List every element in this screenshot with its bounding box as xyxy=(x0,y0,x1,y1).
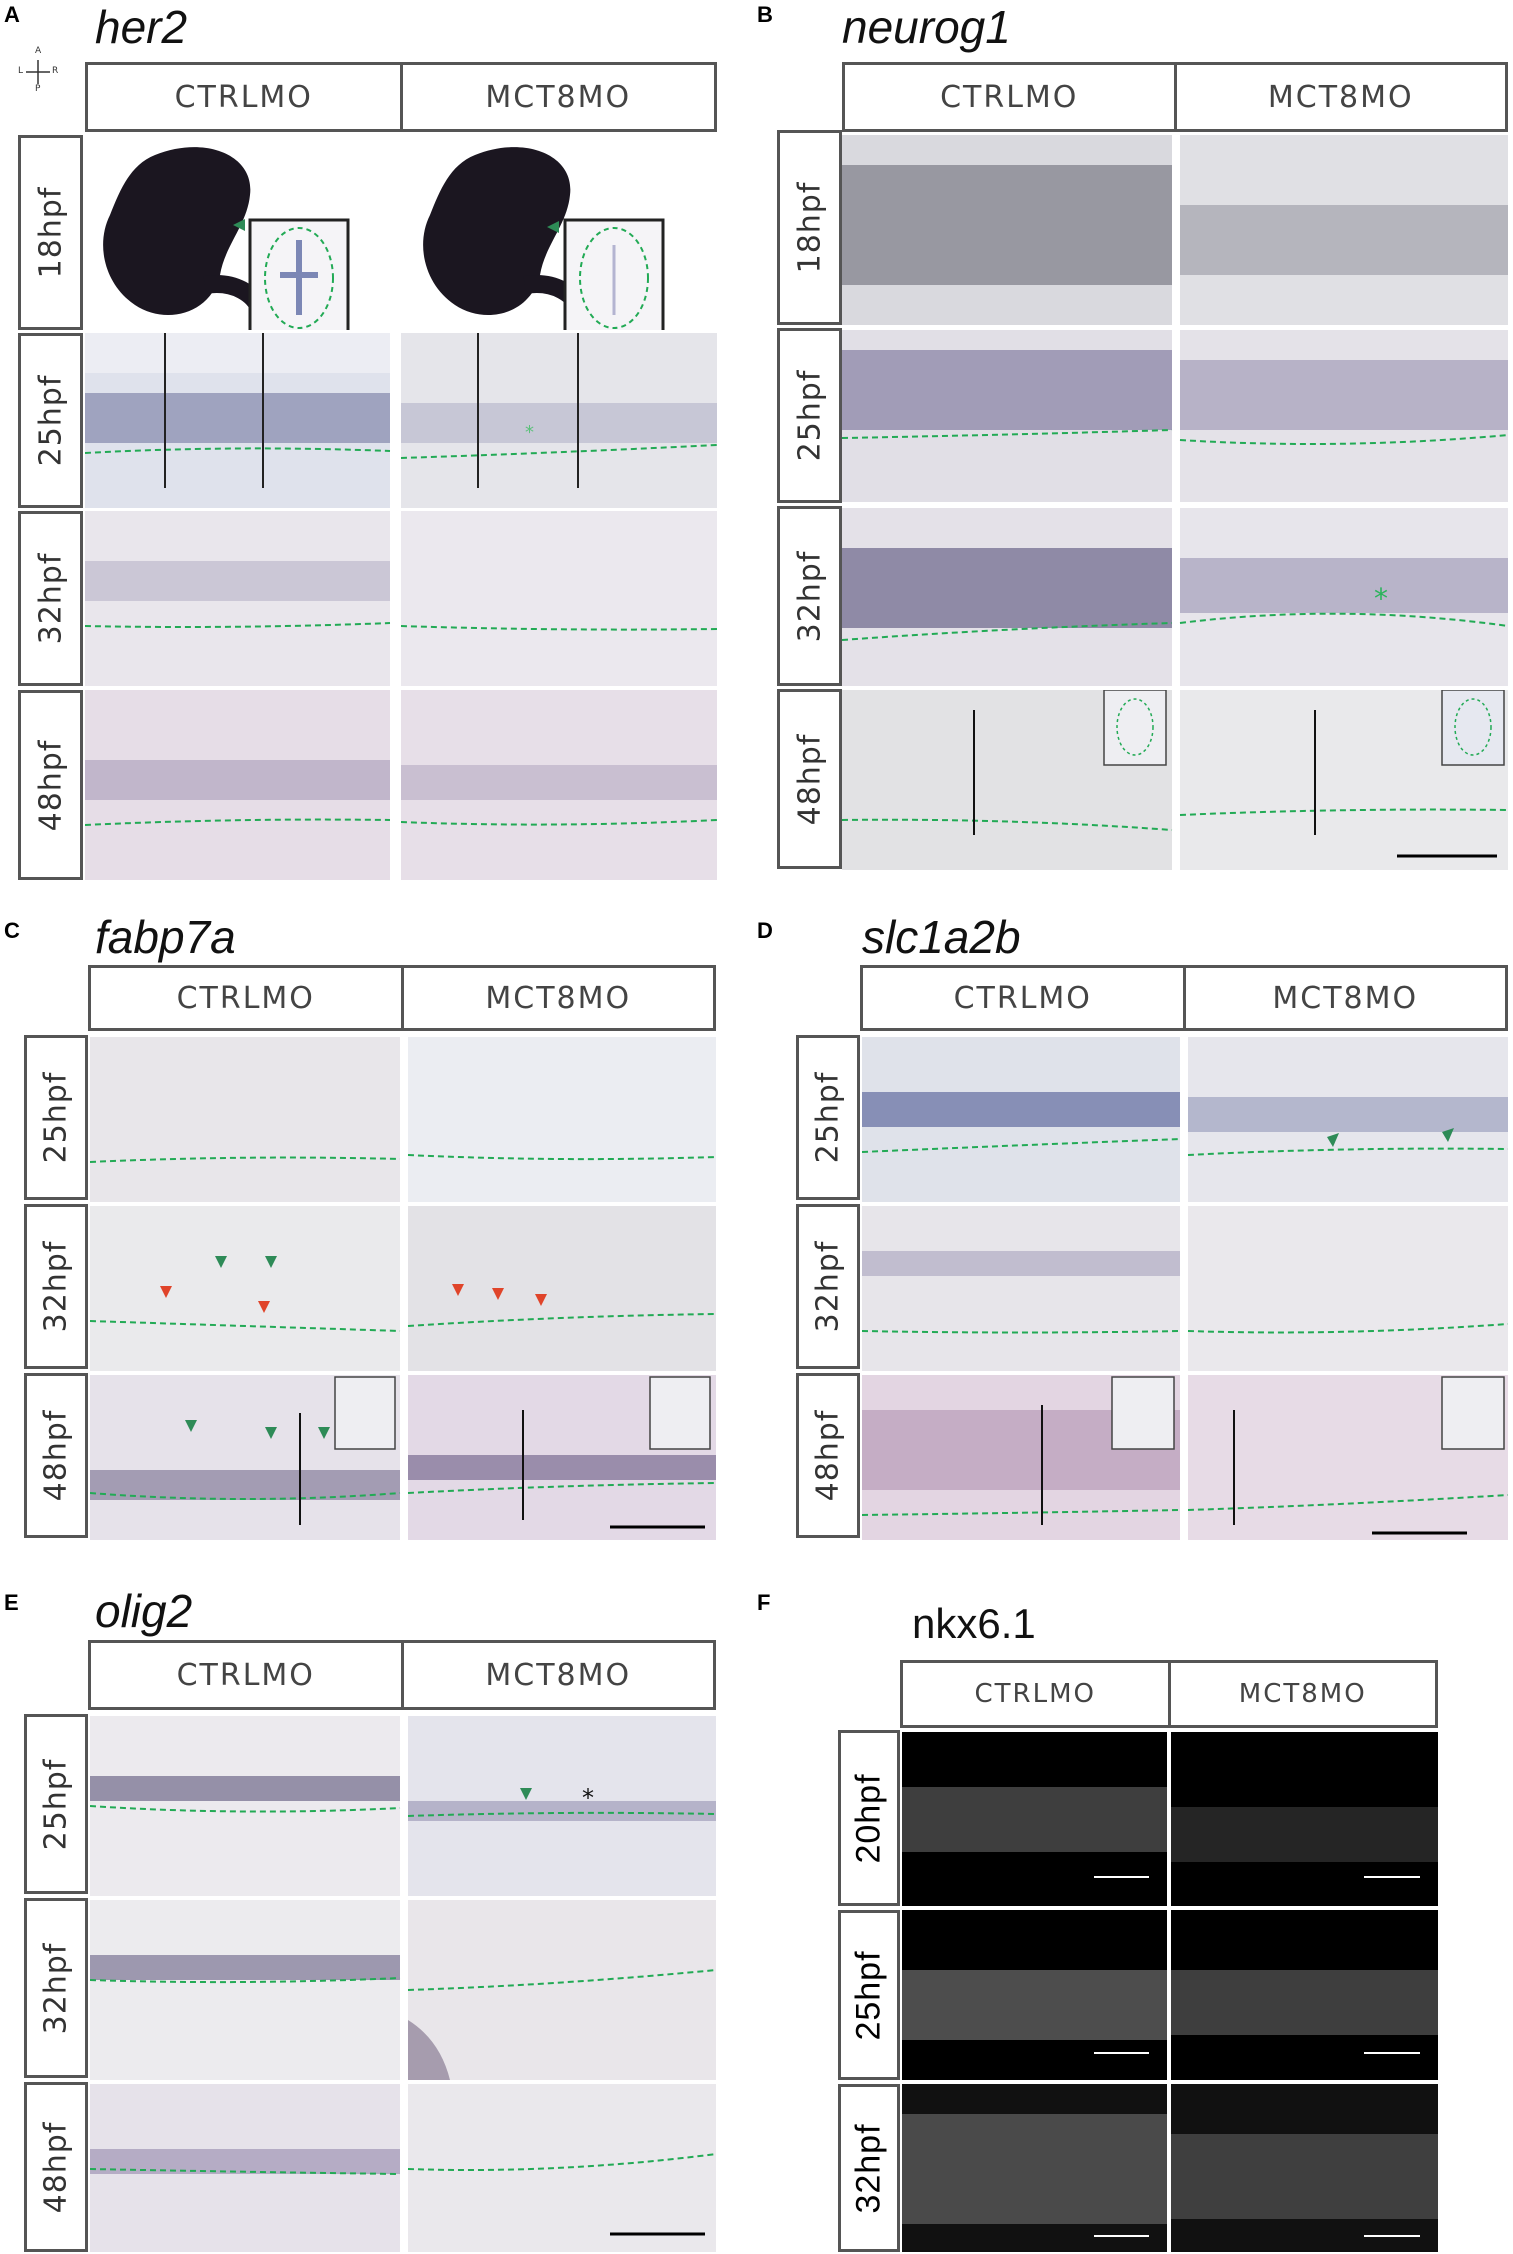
panel-c-letter: C xyxy=(4,918,20,943)
panel-f-gene-title: nkx6.1 xyxy=(912,1600,1036,1647)
column-ctrlmo: CTRLMO xyxy=(953,980,1092,1016)
panel-f-25hpf-images xyxy=(902,1910,1438,2080)
panel-e-row-1-label: 25hpf xyxy=(24,1714,88,1894)
panel-a-18hpf-images xyxy=(85,135,717,330)
panel-c-25hpf-images xyxy=(90,1037,716,1202)
panel-e-letter: E xyxy=(4,1590,19,1615)
panel-b-48hpf-images xyxy=(842,690,1508,870)
panel-d-row-3-label: 48hpf xyxy=(796,1373,860,1538)
panel-c-48hpf-images xyxy=(90,1375,716,1540)
panel-a-header: CTRLMO MCT8MO xyxy=(85,62,717,132)
panel-e-header: CTRLMO MCT8MO xyxy=(88,1640,716,1710)
panel-d-gene-title: slc1a2b xyxy=(862,911,1021,963)
column-ctrlmo: CTRLMO xyxy=(174,79,313,115)
panel-b-25hpf-images xyxy=(842,330,1508,502)
panel-b-row-1-label: 18hpf xyxy=(777,130,842,325)
panel-c-header: CTRLMO MCT8MO xyxy=(88,965,716,1031)
column-mct8mo: MCT8MO xyxy=(399,65,715,129)
panel-b-header: CTRLMO MCT8MO xyxy=(842,62,1508,132)
panel-b-row-2-label: 25hpf xyxy=(777,328,842,503)
panel-a-row-1-label: 18hpf xyxy=(18,135,83,330)
column-ctrlmo: CTRLMO xyxy=(940,79,1079,115)
panel-e-25hpf-images: * xyxy=(90,1716,716,1896)
panel-b-row-3-label: 32hpf xyxy=(777,506,842,686)
panel-d-header: CTRLMO MCT8MO xyxy=(860,965,1508,1031)
panel-f-row-3-label: 32hpf xyxy=(838,2084,900,2252)
panel-f-row-1-label: 20hpf xyxy=(838,1730,900,1906)
column-mct8mo: MCT8MO xyxy=(400,1643,714,1707)
column-mct8mo: MCT8MO xyxy=(400,968,714,1028)
panel-f-32hpf-images xyxy=(902,2084,1438,2252)
panel-b-18hpf-images xyxy=(842,135,1508,325)
panel-d-25hpf-images xyxy=(862,1037,1508,1202)
panel-d-32hpf-images xyxy=(862,1206,1508,1371)
panel-b-gene-title: neurog1 xyxy=(842,1,1011,53)
panel-e-row-3-label: 48hpf xyxy=(24,2082,88,2252)
column-ctrlmo: CTRLMO xyxy=(176,980,315,1016)
panel-f-row-2-label: 25hpf xyxy=(838,1910,900,2080)
panel-a-row-2-label: 25hpf xyxy=(18,333,83,508)
svg-text:*: * xyxy=(582,1784,594,1812)
column-ctrlmo: CTRLMO xyxy=(176,1657,315,1693)
panel-e-row-2-label: 32hpf xyxy=(24,1898,88,2078)
column-ctrlmo: CTRLMO xyxy=(974,1679,1096,1709)
panel-e-32hpf-images xyxy=(90,1900,716,2080)
panel-c-gene-title: fabp7a xyxy=(95,911,236,963)
panel-d-row-1-label: 25hpf xyxy=(796,1035,860,1200)
panel-c-row-2-label: 32hpf xyxy=(24,1204,88,1369)
panel-d-letter: D xyxy=(757,918,773,943)
panel-e-gene-title: olig2 xyxy=(95,1585,193,1637)
panel-a-letter: A xyxy=(4,2,20,27)
panel-d-row-2-label: 32hpf xyxy=(796,1204,860,1369)
panel-f-20hpf-images xyxy=(902,1732,1438,1906)
panel-b-row-4-label: 48hpf xyxy=(777,689,842,869)
panel-e-48hpf-images xyxy=(90,2084,716,2252)
panel-c-32hpf-images xyxy=(90,1206,716,1371)
panel-f-header: CTRLMO MCT8MO xyxy=(900,1660,1438,1728)
column-mct8mo: MCT8MO xyxy=(1182,968,1506,1028)
panel-c-row-3-label: 48hpf xyxy=(24,1373,88,1538)
panel-a-gene-title: her2 xyxy=(95,1,188,53)
svg-text:*: * xyxy=(1374,582,1388,615)
panel-c-row-1-label: 25hpf xyxy=(24,1035,88,1200)
panel-d-48hpf-images xyxy=(862,1375,1508,1540)
panel-a-25hpf-images: * xyxy=(85,333,717,508)
orientation-compass: A P L R xyxy=(18,46,59,94)
panel-b-32hpf-images: * xyxy=(842,508,1508,686)
panel-a-48hpf-images xyxy=(85,690,717,880)
panel-b-letter: B xyxy=(757,2,773,27)
panel-a-row-3-label: 32hpf xyxy=(18,511,83,686)
panel-a-row-4-label: 48hpf xyxy=(18,690,83,880)
svg-text:*: * xyxy=(525,422,534,443)
column-mct8mo: MCT8MO xyxy=(1167,1663,1436,1725)
panel-f-letter: F xyxy=(757,1590,771,1615)
panel-a-32hpf-images xyxy=(85,511,717,686)
column-mct8mo: MCT8MO xyxy=(1173,65,1506,129)
